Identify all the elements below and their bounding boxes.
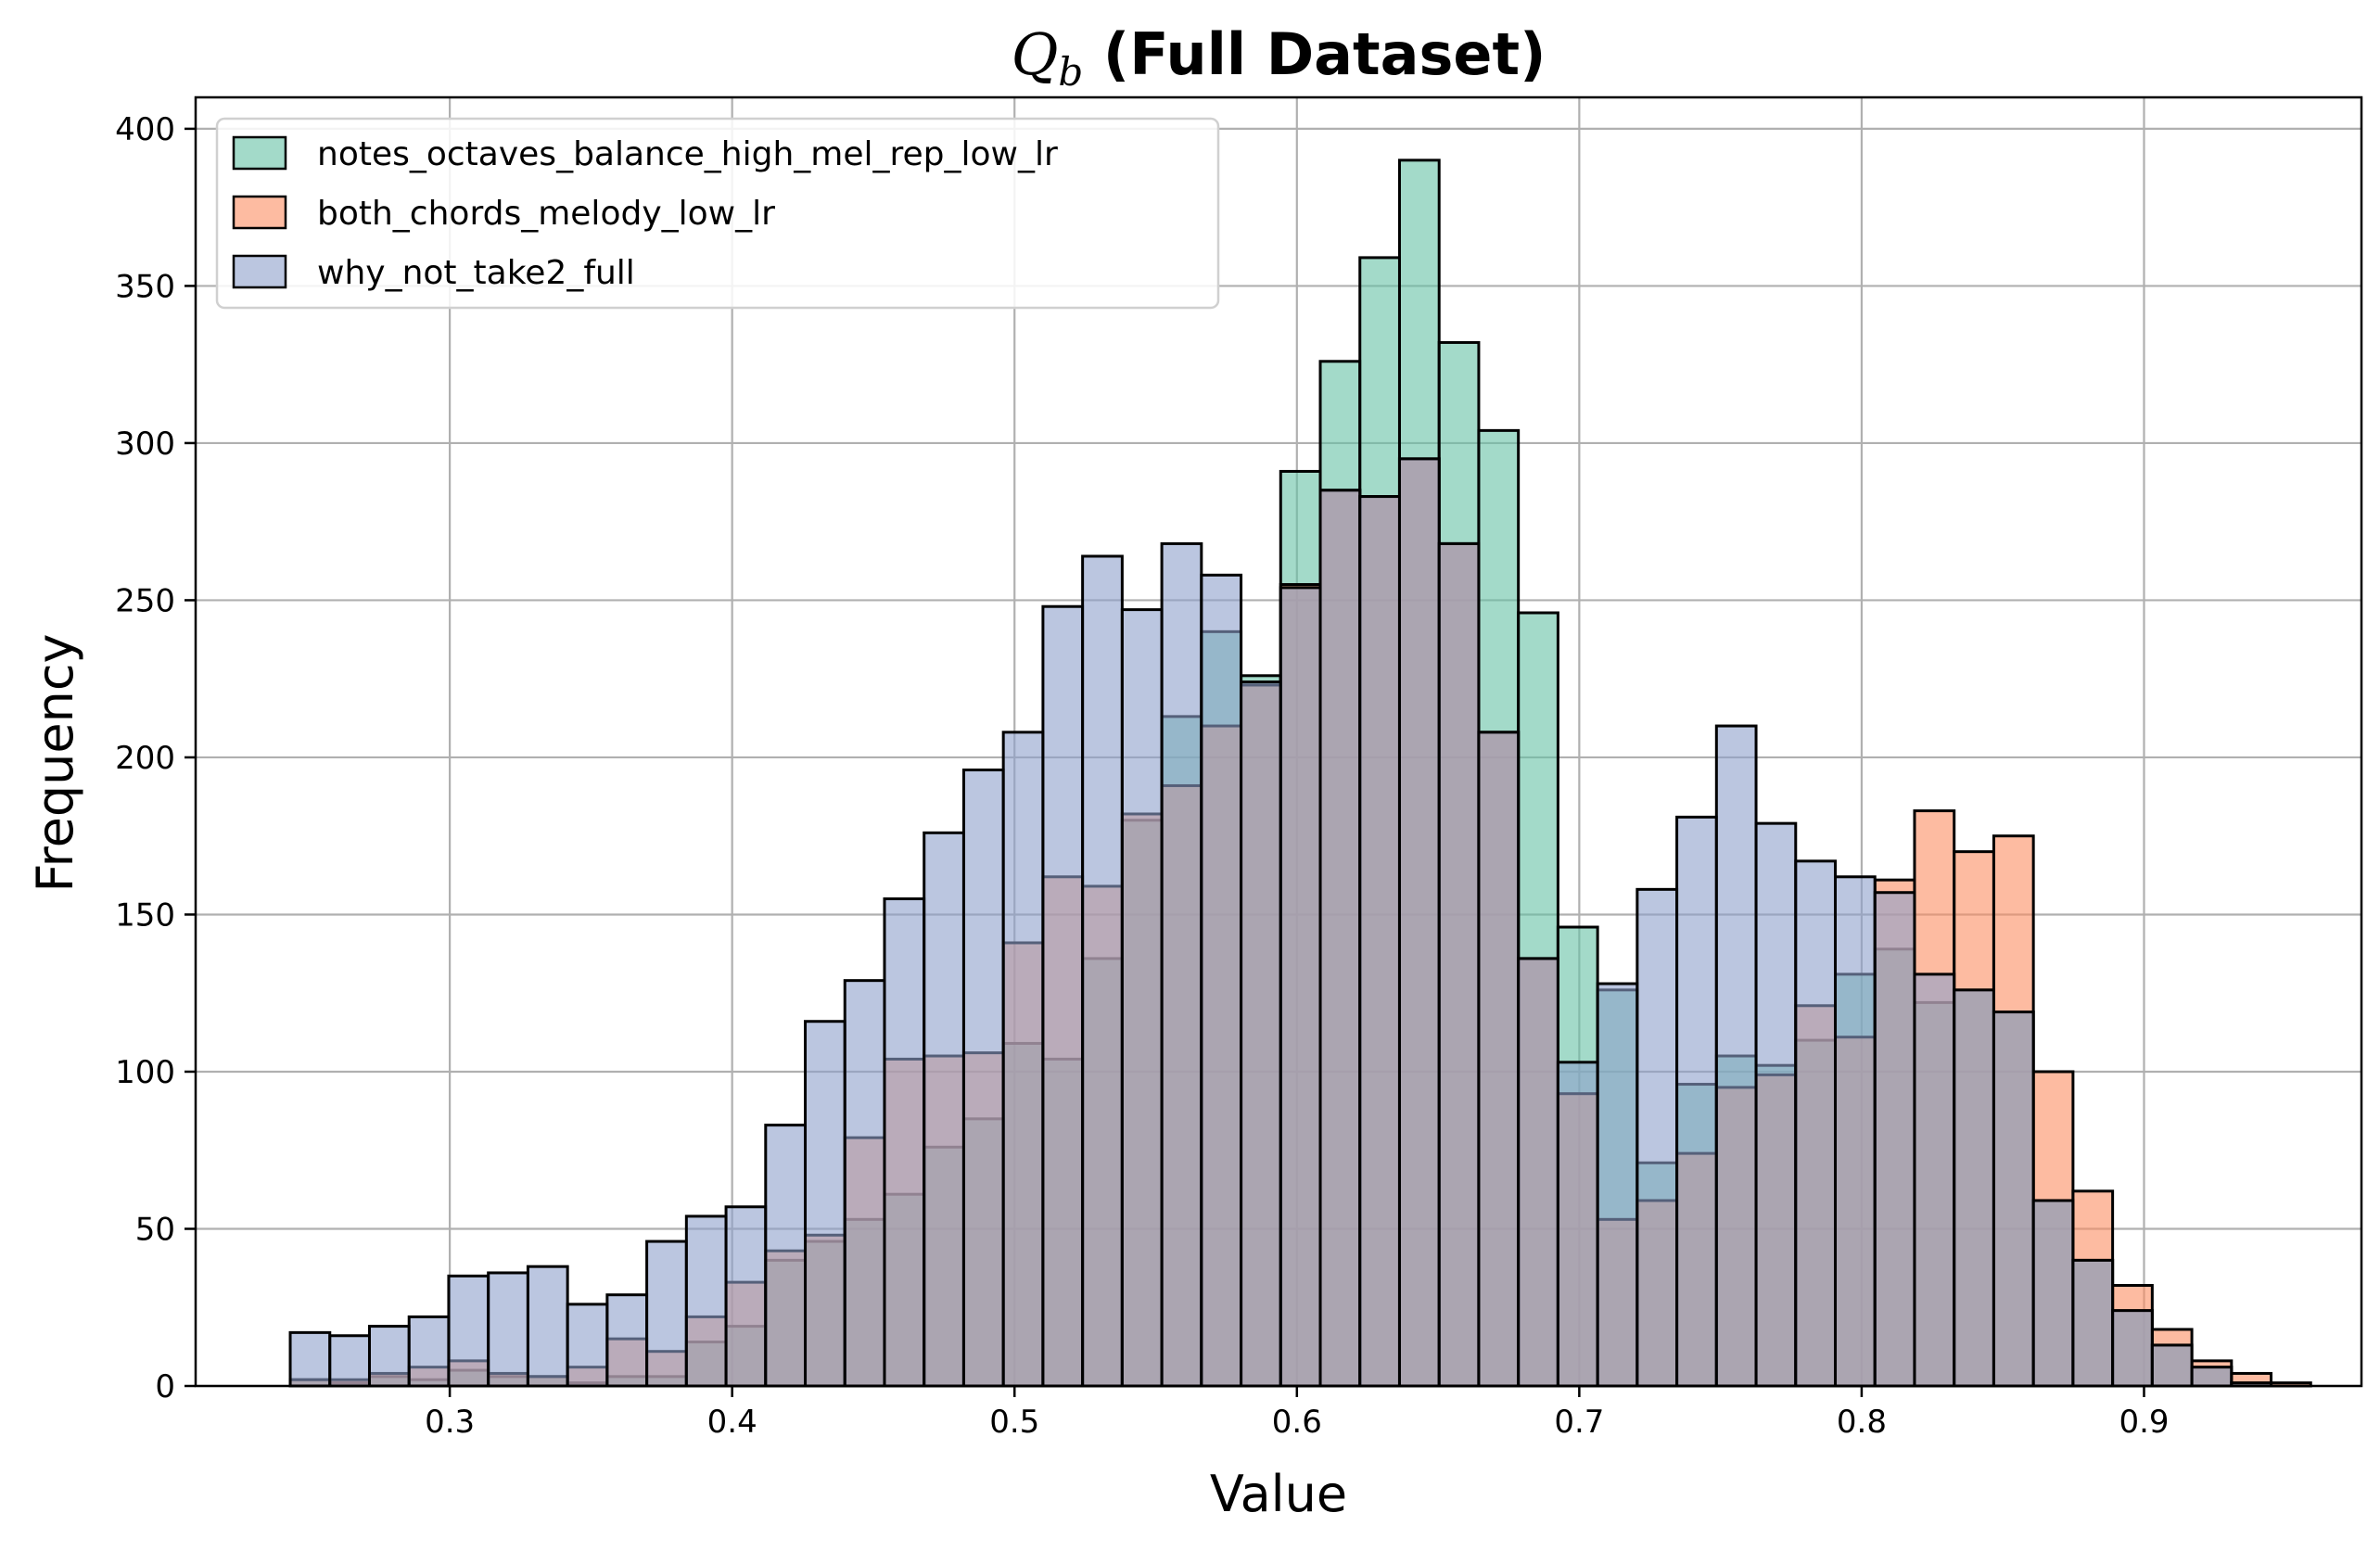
bar (367, 1325, 411, 1388)
bar (2111, 1309, 2154, 1388)
legend-label: why_not_take2_full (317, 254, 635, 292)
bar (1437, 541, 1481, 1388)
legend: notes_octaves_balance_high_mel_rep_low_l… (215, 117, 1220, 310)
y-tick-label: 150 (115, 896, 175, 934)
title-symbol: Q (1012, 20, 1059, 88)
bar (407, 1315, 451, 1388)
y-tick-label: 200 (115, 740, 175, 777)
x-tick-label: 0.8 (1837, 1404, 1887, 1441)
bar (961, 769, 1005, 1388)
y-tick-label: 100 (115, 1054, 175, 1091)
bar (1675, 815, 1718, 1388)
axes-layer: 0.3 0.4 0.5 0.6 0.7 0.8 0.9 0 50 100 150 200 250 300 3… (115, 95, 2363, 1441)
bar (1200, 573, 1243, 1388)
bar (526, 1265, 569, 1388)
x-axis-label: Value (1210, 1465, 1347, 1523)
bar (1120, 608, 1164, 1388)
bars-layer (288, 159, 2312, 1388)
bar (1358, 495, 1401, 1388)
legend-box (215, 117, 1220, 310)
y-tick-label: 250 (115, 582, 175, 619)
plot-frame (194, 95, 2363, 1388)
bar (843, 979, 886, 1388)
legend-swatch (232, 135, 287, 171)
bar (1834, 875, 1877, 1388)
series-3 (288, 457, 2273, 1388)
bar (288, 1330, 332, 1388)
bar (1953, 988, 1995, 1388)
bar (684, 1214, 728, 1388)
y-tick-label: 50 (135, 1211, 175, 1248)
bar (724, 1205, 768, 1388)
bar (1754, 821, 1798, 1388)
y-tick-label: 350 (115, 268, 175, 305)
bar (1556, 1061, 1599, 1388)
bar (1001, 731, 1045, 1388)
bar (1160, 541, 1203, 1388)
bar (487, 1271, 529, 1388)
title-text: (Full Dataset) (1083, 20, 1546, 88)
x-tick-label: 0.7 (1554, 1404, 1604, 1441)
bar (2190, 1366, 2234, 1388)
x-tick-label: 0.9 (2119, 1404, 2169, 1441)
bar (1913, 973, 1956, 1388)
bar (566, 1303, 609, 1388)
bar (605, 1293, 649, 1388)
bar (1279, 586, 1322, 1388)
bar (645, 1240, 688, 1388)
bar (1794, 859, 1838, 1388)
bar (923, 831, 965, 1388)
x-tick-label: 0.4 (707, 1404, 757, 1441)
y-tick-label: 300 (115, 426, 175, 463)
bar (1714, 724, 1758, 1388)
x-tick-label: 0.6 (1272, 1404, 1322, 1441)
legend-swatch (232, 195, 287, 230)
legend-swatch (232, 254, 287, 289)
legend-label: both_chords_melody_low_lr (317, 195, 775, 233)
y-tick-label: 400 (115, 111, 175, 148)
bar (1596, 982, 1639, 1388)
bar (2031, 1199, 2075, 1388)
chart-title: Qb (Full Dataset) (1012, 20, 1546, 95)
bar (1081, 554, 1124, 1388)
bar (1041, 604, 1085, 1388)
legend-label: notes_octaves_balance_high_mel_rep_low_l… (317, 135, 1058, 173)
bar (764, 1124, 808, 1388)
bar (1240, 680, 1282, 1388)
bar (1318, 489, 1362, 1388)
bar (447, 1274, 490, 1388)
bar (804, 1020, 846, 1388)
bar (1873, 891, 1916, 1388)
bar (1635, 887, 1679, 1388)
x-tick-label: 0.3 (425, 1404, 475, 1441)
bar (2071, 1258, 2115, 1388)
bar (1477, 731, 1521, 1388)
x-tick-label: 0.5 (989, 1404, 1039, 1441)
y-axis-label: Frequency (26, 634, 84, 893)
bar (883, 897, 926, 1388)
bar (2150, 1343, 2194, 1388)
y-tick-label: 0 (155, 1368, 175, 1405)
title-subscript: b (1058, 49, 1083, 95)
bar (1397, 457, 1441, 1388)
bar (1517, 957, 1559, 1388)
bar (328, 1334, 371, 1388)
bar (1992, 1011, 2035, 1388)
